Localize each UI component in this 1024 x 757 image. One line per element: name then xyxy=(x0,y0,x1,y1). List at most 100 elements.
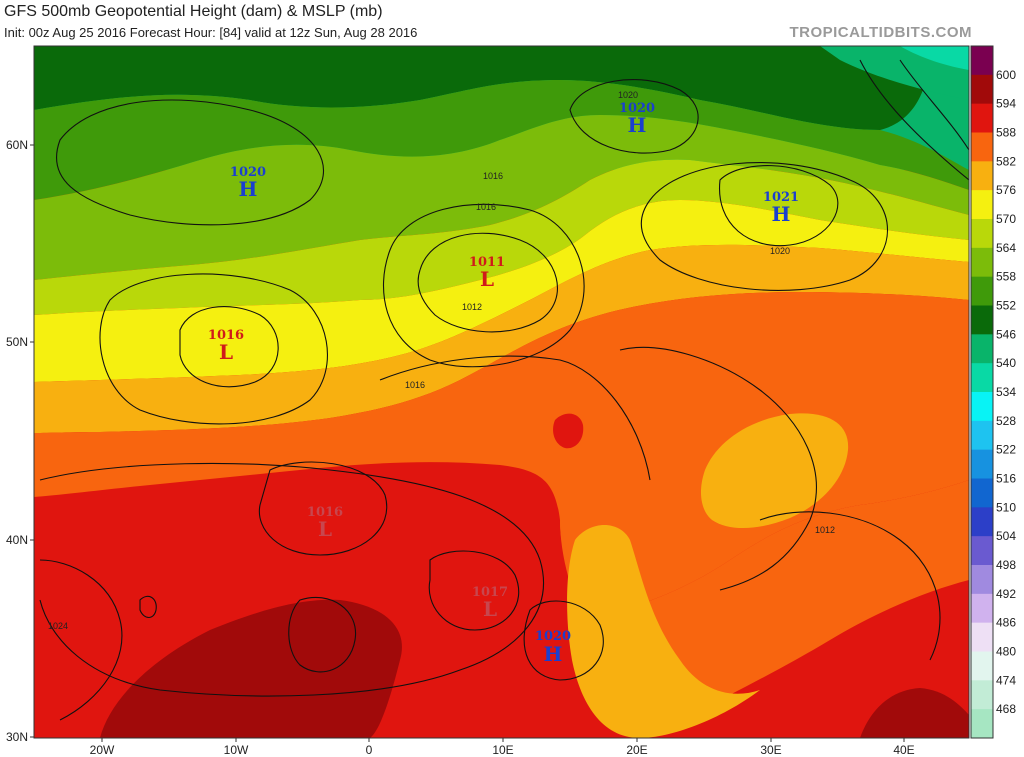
pressure-value: 1017 xyxy=(472,585,508,600)
colorbar-level-label: 576 xyxy=(996,183,1016,197)
lon-label: 40E xyxy=(893,743,914,757)
colorbar-swatch xyxy=(971,420,993,451)
colorbar-swatch xyxy=(971,363,993,393)
latitude-axis: 60N 50N 40N 30N xyxy=(6,138,34,744)
colorbar-level-label: 582 xyxy=(996,154,1016,168)
high-pressure-center: 1020 H xyxy=(619,101,655,137)
lon-label: 30E xyxy=(760,743,781,757)
pressure-type: H xyxy=(239,177,258,201)
colorbar-level-label: 498 xyxy=(996,558,1016,572)
colorbar-level-label: 558 xyxy=(996,270,1016,284)
pressure-type: L xyxy=(480,267,494,291)
pressure-value: 1020 xyxy=(535,629,571,644)
lon-label: 20E xyxy=(626,743,647,757)
pressure-value: 1016 xyxy=(307,505,343,520)
colorbar-level-label: 486 xyxy=(996,616,1016,630)
lon-label: 10E xyxy=(492,743,513,757)
lat-label: 40N xyxy=(6,533,28,547)
colorbar-swatch xyxy=(971,709,993,739)
colorbar-swatch xyxy=(971,392,993,422)
pressure-type: H xyxy=(628,113,647,137)
isobar-label: 1016 xyxy=(405,380,425,390)
pressure-value: 1021 xyxy=(763,190,799,205)
high-pressure-center: 1020 H xyxy=(535,629,571,666)
colorbar-level-label: 540 xyxy=(996,356,1016,370)
lat-label: 60N xyxy=(6,138,28,152)
colorbar-swatch xyxy=(971,507,993,537)
colorbar-level-label: 492 xyxy=(996,587,1016,601)
colorbar-swatch xyxy=(971,247,993,278)
colorbar-swatch xyxy=(971,334,993,364)
low-pressure-center: 1011 L xyxy=(469,255,505,291)
isobar-label: 1020 xyxy=(770,246,790,256)
pressure-systems: 1020 H 1020 H 1021 H 1011 L 1016 L 1016 … xyxy=(208,101,799,666)
isobar-label: 1016 xyxy=(476,202,496,212)
colorbar-level-label: 522 xyxy=(996,443,1016,457)
map-frame xyxy=(33,45,970,739)
pressure-type: H xyxy=(544,642,563,666)
colorbar-swatch xyxy=(971,536,993,566)
colorbar-level-label: 594 xyxy=(996,97,1016,111)
colorbar-level-label: 480 xyxy=(996,645,1016,659)
pressure-type: L xyxy=(318,517,332,541)
longitude-axis: 20W 10W 0 10E 20E 30E 40E xyxy=(90,738,915,757)
colorbar-swatch xyxy=(971,161,993,191)
colorbar-level-label: 510 xyxy=(996,500,1016,514)
colorbar-level-label: 588 xyxy=(996,126,1016,140)
low-pressure-center: 1016 L xyxy=(307,505,343,541)
colorbar-level-label: 564 xyxy=(996,241,1016,255)
colorbar-level-label: 600 xyxy=(996,68,1016,82)
colorbar-swatch xyxy=(971,305,993,335)
colorbar-swatch xyxy=(971,46,993,76)
colorbar-frame xyxy=(970,45,994,739)
colorbar-level-label: 468 xyxy=(996,702,1016,716)
colorbar-swatch xyxy=(971,190,993,220)
colorbar-swatch xyxy=(971,103,993,133)
colorbar-level-label: 504 xyxy=(996,529,1016,543)
low-pressure-center: 1016 L xyxy=(208,328,244,364)
lat-label: 50N xyxy=(6,335,28,349)
pressure-value: 1016 xyxy=(208,328,244,343)
colorbar-swatch xyxy=(971,565,993,595)
colorbar-level-label: 570 xyxy=(996,212,1016,226)
colorbar-swatch xyxy=(971,478,993,508)
isobar-label: 1012 xyxy=(815,525,835,535)
colorbar-swatch xyxy=(971,680,993,710)
colorbar-swatch xyxy=(971,74,993,105)
isobars xyxy=(39,59,969,721)
colorbar-level-label: 552 xyxy=(996,299,1016,313)
colorbar-swatch xyxy=(971,132,993,162)
lon-label: 20W xyxy=(90,743,115,757)
colorbar-swatch xyxy=(971,622,993,652)
lat-label: 30N xyxy=(6,730,28,744)
lon-label: 0 xyxy=(366,743,373,757)
colorbar-level-label: 534 xyxy=(996,385,1016,399)
lon-label: 10W xyxy=(224,743,249,757)
high-pressure-center: 1021 H xyxy=(763,190,799,226)
pressure-value: 1020 xyxy=(619,101,655,116)
colorbar-swatch xyxy=(971,219,993,249)
pressure-type: H xyxy=(772,202,791,226)
isobar-label: 1016 xyxy=(483,171,503,181)
colorbar-level-label: 528 xyxy=(996,414,1016,428)
low-pressure-center: 1017 L xyxy=(472,585,508,621)
isobar-label: 1020 xyxy=(618,90,638,100)
colorbar-swatch xyxy=(971,276,993,306)
colorbar: 600 594 588 582 576 570 564 558 552 546 540 534 528 5… xyxy=(970,45,1016,739)
pressure-type: L xyxy=(483,597,497,621)
pressure-value: 1011 xyxy=(469,255,505,270)
map-subtitle: Init: 00z Aug 25 2016 Forecast Hour: [84… xyxy=(4,25,418,40)
colorbar-swatch xyxy=(971,449,993,479)
pressure-value: 1020 xyxy=(230,165,266,180)
colorbar-level-label: 546 xyxy=(996,327,1016,341)
high-pressure-center: 1020 H xyxy=(230,165,266,201)
colorbar-swatch xyxy=(971,651,993,681)
isobar-labels: 1016 1016 1012 1016 1020 1020 1012 1024 xyxy=(48,90,835,631)
height-field xyxy=(34,46,969,738)
pressure-type: L xyxy=(219,340,233,364)
colorbar-swatch xyxy=(971,593,993,624)
isobar-label: 1012 xyxy=(462,302,482,312)
colorbar-level-label: 516 xyxy=(996,472,1016,486)
brand-watermark: TROPICALTIDBITS.COM xyxy=(789,24,972,41)
